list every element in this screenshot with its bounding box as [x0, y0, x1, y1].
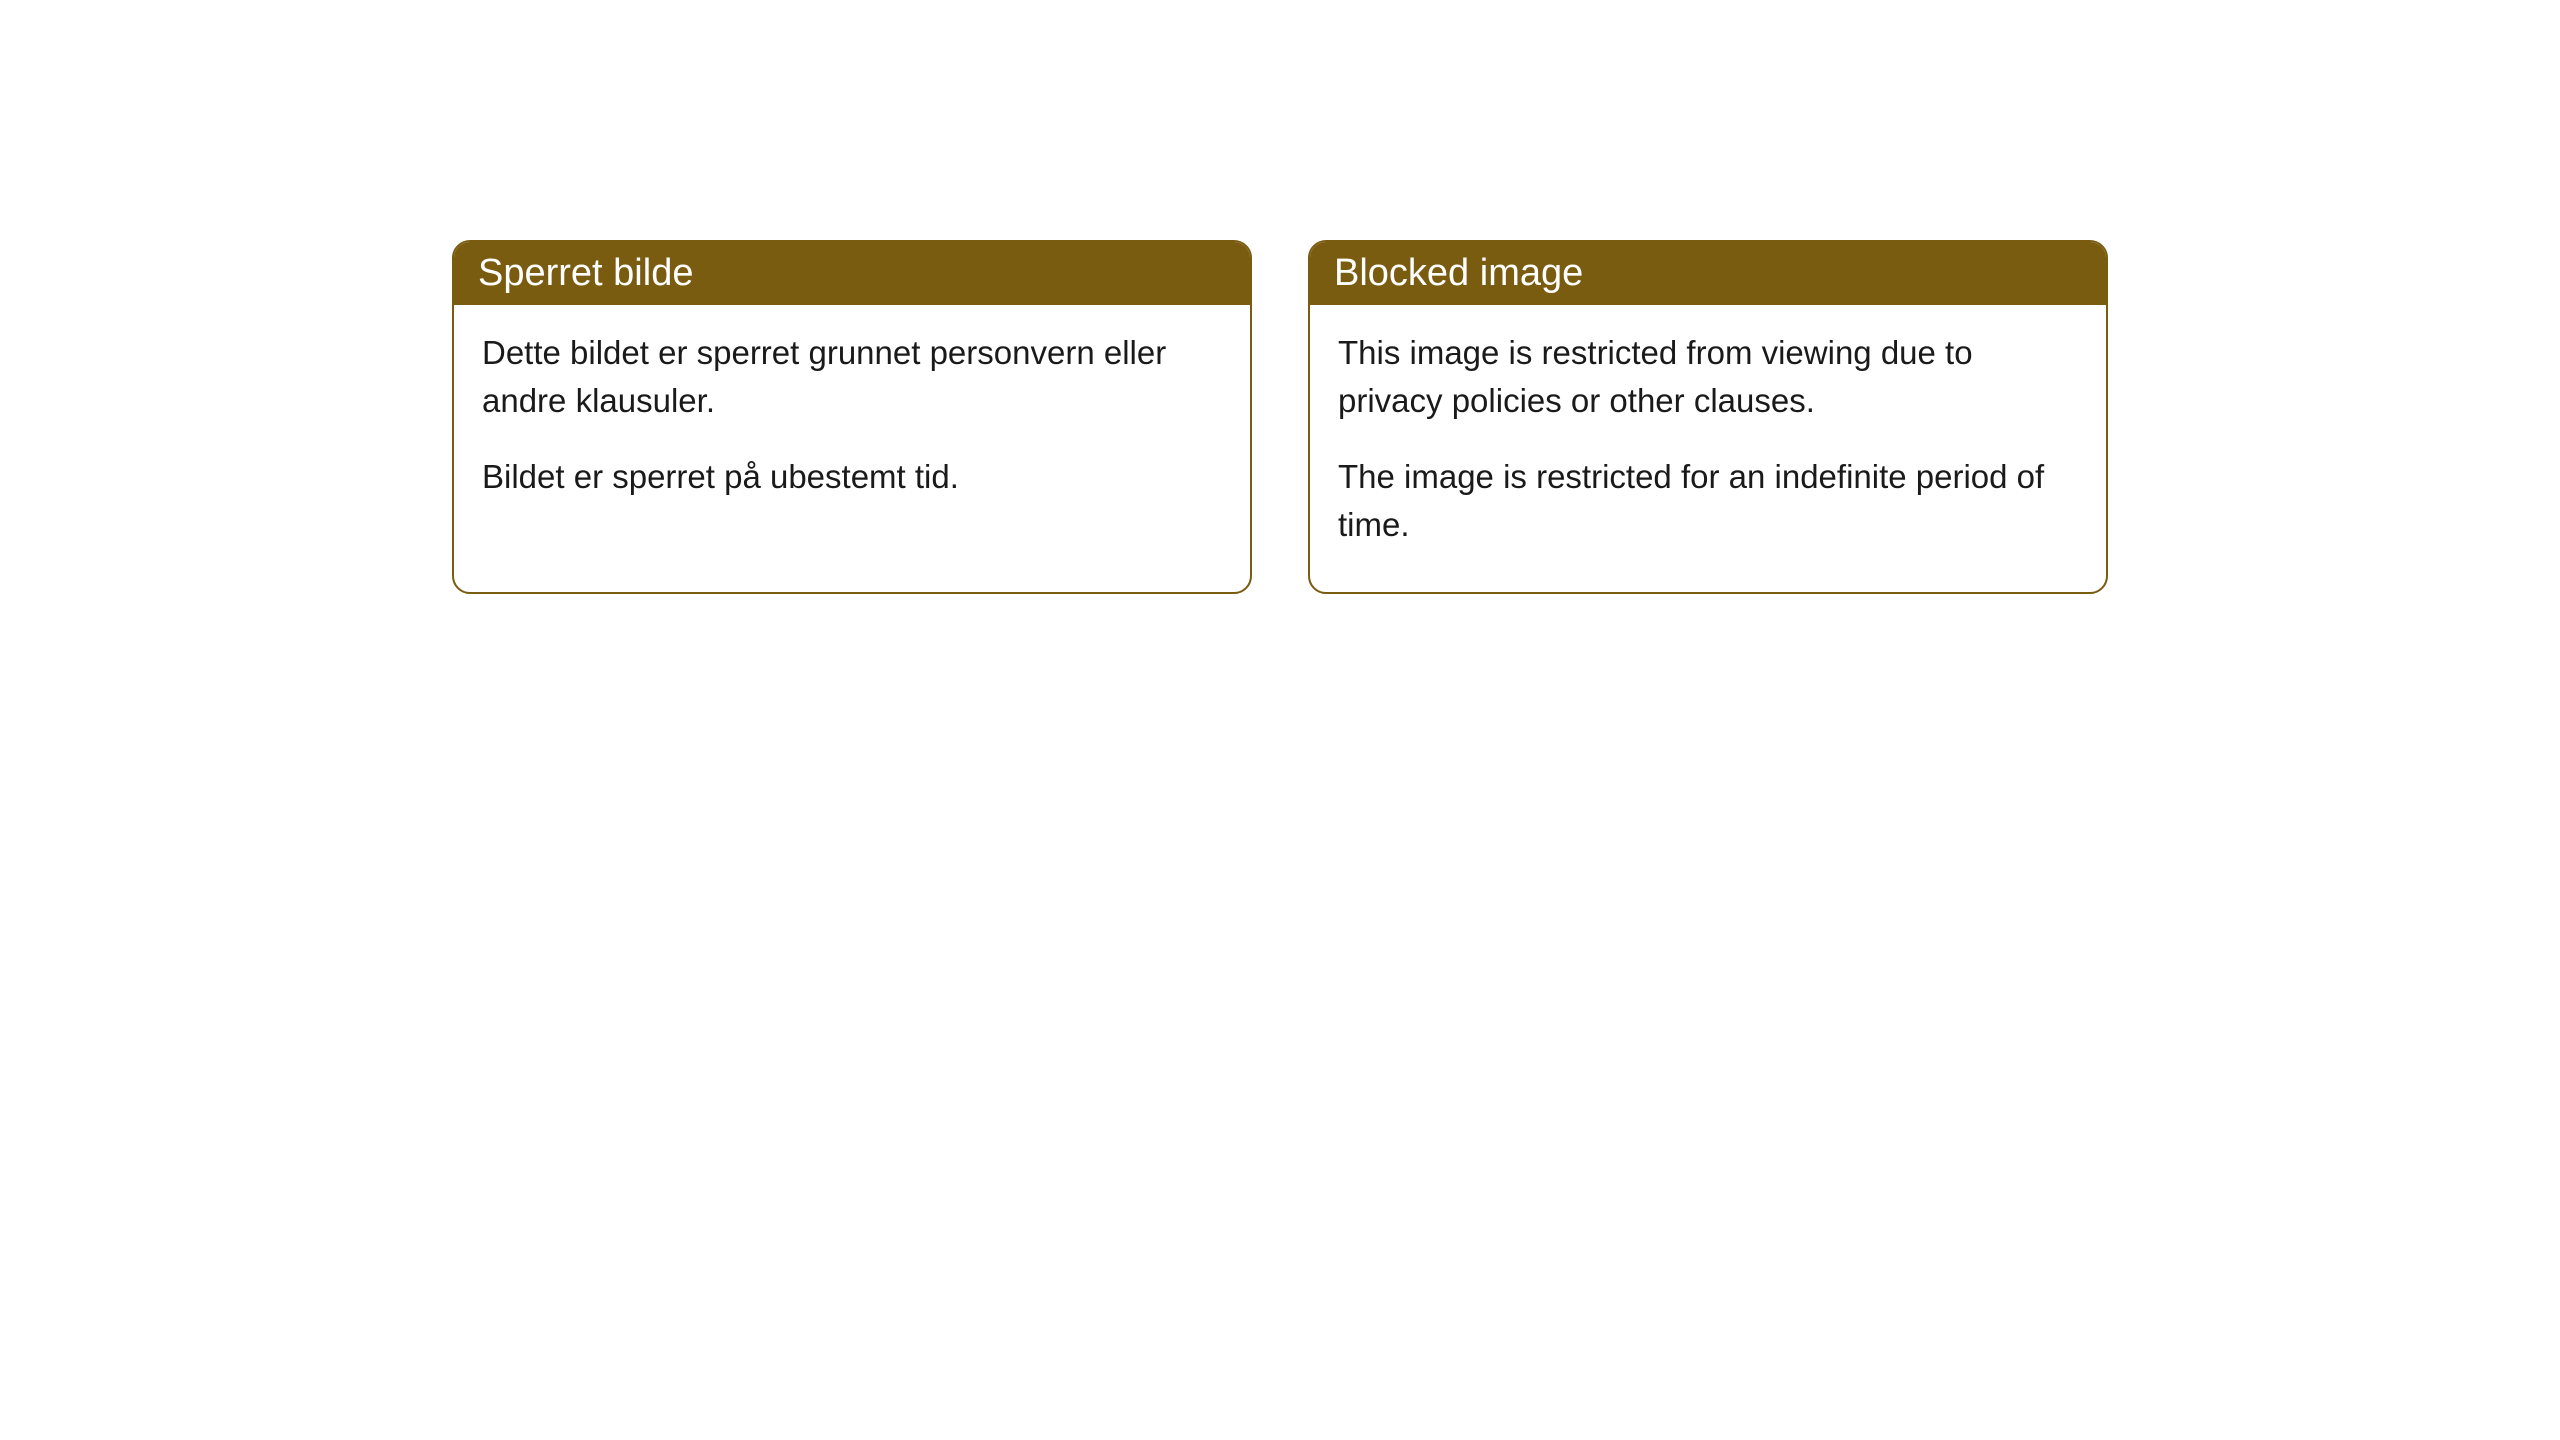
notice-paragraph-1: Dette bildet er sperret grunnet personve…	[482, 329, 1222, 425]
card-body: This image is restricted from viewing du…	[1310, 305, 2106, 592]
card-header: Blocked image	[1310, 242, 2106, 305]
card-header: Sperret bilde	[454, 242, 1250, 305]
notice-paragraph-2: Bildet er sperret på ubestemt tid.	[482, 453, 1222, 501]
notice-paragraph-2: The image is restricted for an indefinit…	[1338, 453, 2078, 549]
card-title: Blocked image	[1334, 252, 1583, 294]
notice-card-norwegian: Sperret bilde Dette bildet er sperret gr…	[452, 240, 1252, 594]
notice-cards-container: Sperret bilde Dette bildet er sperret gr…	[452, 240, 2108, 594]
card-title: Sperret bilde	[478, 252, 693, 294]
notice-card-english: Blocked image This image is restricted f…	[1308, 240, 2108, 594]
card-body: Dette bildet er sperret grunnet personve…	[454, 305, 1250, 545]
notice-paragraph-1: This image is restricted from viewing du…	[1338, 329, 2078, 425]
